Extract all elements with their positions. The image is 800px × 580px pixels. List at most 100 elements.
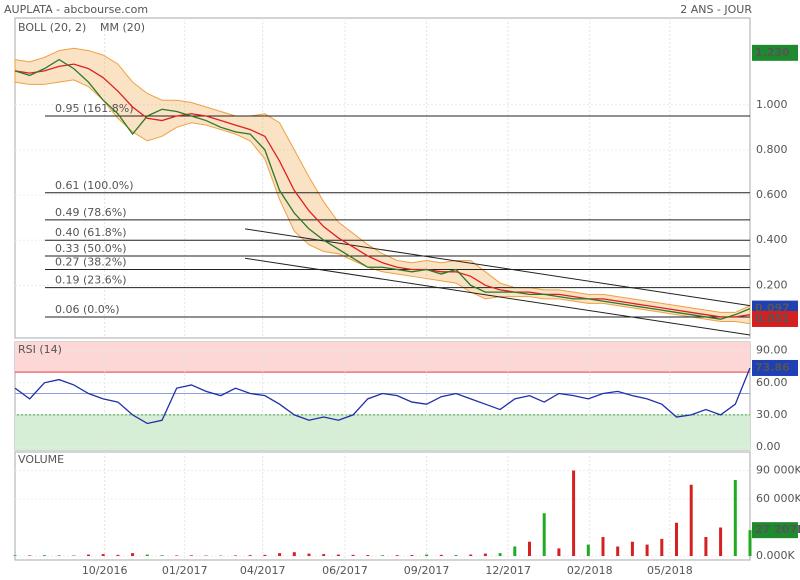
volume-bar (586, 544, 590, 556)
last-value-label: 27 207K (755, 523, 800, 536)
volume-bar (189, 555, 193, 556)
fib-label: 0.95 (161.8%) (55, 102, 134, 115)
volume-bar (234, 555, 237, 556)
overbought-zone (15, 342, 750, 373)
volume-bar (454, 555, 458, 556)
last-value-label: 0.051 (755, 312, 790, 325)
last-value-box (752, 44, 798, 61)
volume-bar (439, 554, 443, 556)
legend-label: BOLL (20, 2) (18, 21, 86, 34)
last-value-box (752, 522, 798, 539)
last-value-box (752, 310, 798, 327)
volume-bar (278, 553, 282, 556)
volume-bar (116, 554, 120, 556)
volume-bar (483, 553, 487, 556)
x-tick-label: 01/2017 (162, 564, 208, 577)
volume-bar (381, 555, 384, 556)
volume-bar (366, 555, 370, 556)
volume-bar (263, 554, 267, 556)
volume-bar (572, 470, 576, 556)
y-tick-label: 0.200 (756, 278, 788, 291)
volume-bar (307, 553, 311, 556)
volume-bar (28, 555, 32, 556)
y-tick-label: 0.600 (756, 188, 788, 201)
volume-bar (660, 538, 664, 556)
x-tick-label: 06/2017 (322, 564, 368, 577)
volume-bar (469, 554, 473, 556)
volume-bar (42, 555, 46, 556)
volume-bar (336, 554, 340, 556)
volume-bar (719, 527, 723, 556)
y-tick-label: 0.000K (756, 549, 795, 562)
y-tick-label: 30.00 (756, 408, 788, 421)
legend-label: MM (20) (100, 21, 145, 34)
volume-bar (557, 548, 561, 556)
volume-bar (601, 537, 605, 556)
x-tick-label: 09/2017 (404, 564, 450, 577)
volume-bar (616, 546, 620, 556)
fib-label: 0.40 (61.8%) (55, 226, 127, 239)
volume-bar (87, 554, 90, 556)
fib-label: 0.19 (23.6%) (55, 274, 127, 287)
x-tick-label: 05/2018 (647, 564, 693, 577)
panel-title: VOLUME (18, 453, 64, 466)
x-tick-label: 02/2018 (567, 564, 613, 577)
volume-bar (675, 522, 678, 556)
fib-label: 0.06 (0.0%) (55, 303, 120, 316)
volume-bar (160, 555, 164, 556)
volume-bar (101, 554, 105, 556)
volume-bar (410, 555, 414, 556)
y-tick-label: 60 000K (756, 492, 800, 505)
volume-bar (748, 530, 752, 556)
oversold-zone (15, 414, 750, 450)
fib-label: 0.61 (100.0%) (55, 179, 134, 192)
y-tick-label: 90.00 (756, 344, 788, 357)
volume-bar (689, 484, 693, 556)
volume-bar (704, 537, 708, 556)
y-tick-label: 1.000 (756, 98, 788, 111)
volume-bar (542, 513, 546, 556)
panel-frame (14, 451, 751, 561)
y-tick-label: 0.400 (756, 233, 788, 246)
volume-bar (175, 555, 179, 556)
last-value-box (752, 359, 798, 376)
volume-bar (322, 554, 326, 556)
volume-bar (145, 554, 149, 556)
x-tick-label: 12/2017 (485, 564, 531, 577)
last-value-label: 1.230 (755, 46, 790, 59)
volume-bar (513, 546, 517, 556)
volume-bar (528, 541, 531, 556)
chart-title: AUPLATA - abcbourse.com (4, 3, 148, 16)
volume-bar (351, 554, 355, 556)
x-tick-label: 04/2017 (240, 564, 286, 577)
volume-bar (13, 555, 17, 556)
y-tick-label: 60.00 (756, 376, 788, 389)
fib-label: 0.27 (38.2%) (55, 256, 127, 269)
y-tick-label: 90 000K (756, 464, 800, 477)
series-line (14, 367, 751, 425)
chart-subtitle: 2 ANS - JOUR (680, 3, 752, 16)
panel-frame (14, 17, 751, 339)
volume-bar (498, 553, 502, 556)
series-line (14, 58, 751, 320)
trend-line (244, 228, 751, 307)
volume-bar (630, 541, 634, 556)
volume-bar (645, 544, 649, 556)
volume-bar (248, 555, 252, 556)
trend-line (244, 257, 751, 336)
series-line (14, 63, 751, 318)
fib-label: 0.33 (50.0%) (55, 242, 127, 255)
volume-bar (395, 555, 399, 556)
volume-bar (425, 554, 429, 556)
bollinger-band (14, 47, 751, 325)
x-tick-label: 10/2016 (82, 564, 128, 577)
y-tick-label: 0.800 (756, 143, 788, 156)
volume-bar (57, 555, 61, 556)
volume-bar (292, 552, 296, 556)
volume-bar (131, 553, 135, 556)
last-value-label: 73.86 (755, 361, 790, 374)
fib-label: 0.49 (78.6%) (55, 206, 127, 219)
volume-bar (733, 480, 737, 556)
y-tick-label: 0.00 (756, 440, 781, 453)
